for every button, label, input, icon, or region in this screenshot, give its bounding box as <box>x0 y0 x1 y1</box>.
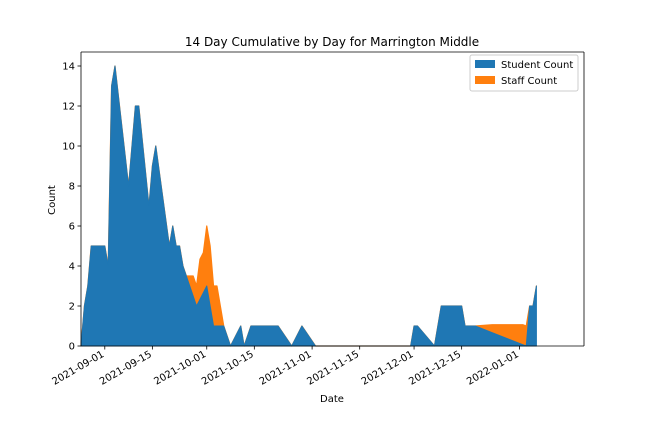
chart-title: 14 Day Cumulative by Day for Marrington … <box>185 35 479 49</box>
y-tick-label: 0 <box>69 342 75 353</box>
y-tick-label: 6 <box>69 222 75 233</box>
legend-label-student-count: Student Count <box>501 60 573 71</box>
legend-frame <box>469 54 579 92</box>
legend-swatch-staff-count <box>475 76 495 84</box>
y-tick-label: 12 <box>62 102 75 113</box>
plot-area <box>80 51 585 347</box>
y-tick-label: 2 <box>69 302 75 313</box>
y-tick-label: 14 <box>62 62 75 73</box>
legend-label-staff-count: Staff Count <box>501 76 557 87</box>
y-axis: 0 2 4 6 8 10 12 14 <box>62 62 81 353</box>
y-tick-label: 8 <box>69 182 75 193</box>
legend: Student Count Staff Count <box>469 54 579 92</box>
legend-swatch-student-count <box>475 60 495 68</box>
x-axis-label: Date <box>320 394 344 405</box>
y-axis-label: Count <box>47 185 58 215</box>
y-tick-label: 4 <box>69 262 75 273</box>
y-tick-label: 10 <box>62 142 75 153</box>
